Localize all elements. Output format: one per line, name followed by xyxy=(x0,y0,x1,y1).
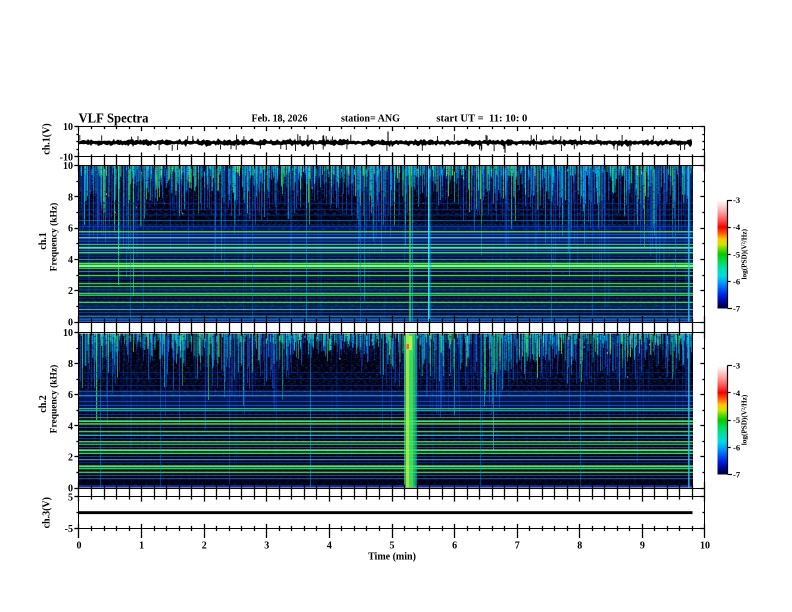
svg-text:9: 9 xyxy=(640,541,645,552)
svg-text:log(PSD)(V²/Hz): log(PSD)(V²/Hz) xyxy=(741,228,749,279)
svg-text:2: 2 xyxy=(68,286,73,297)
svg-text:-3: -3 xyxy=(733,195,740,205)
svg-text:10: 10 xyxy=(63,328,73,339)
svg-text:10: 10 xyxy=(700,541,710,552)
svg-text:10: 10 xyxy=(63,122,73,133)
svg-text:6: 6 xyxy=(68,390,73,401)
svg-text:-6: -6 xyxy=(733,276,740,286)
svg-text:4: 4 xyxy=(68,421,73,432)
svg-text:-5: -5 xyxy=(733,249,740,259)
svg-text:0: 0 xyxy=(68,318,73,329)
svg-text:4: 4 xyxy=(68,255,73,266)
svg-text:5: 5 xyxy=(68,493,73,504)
svg-text:2: 2 xyxy=(202,541,207,552)
svg-text:ch.1(V): ch.1(V) xyxy=(42,123,53,154)
svg-text:2: 2 xyxy=(68,452,73,463)
svg-text:3: 3 xyxy=(264,541,269,552)
svg-text:-6: -6 xyxy=(733,442,740,452)
svg-text:VLF Spectra: VLF Spectra xyxy=(79,111,149,126)
svg-text:4: 4 xyxy=(327,541,332,552)
svg-text:-5: -5 xyxy=(65,524,73,535)
svg-text:ch.1: ch.1 xyxy=(38,232,49,250)
svg-text:ch.2: ch.2 xyxy=(38,395,49,413)
svg-text:-3: -3 xyxy=(733,361,740,371)
svg-text:Time (min): Time (min) xyxy=(368,552,416,563)
svg-text:-10: -10 xyxy=(60,153,73,164)
svg-text:0: 0 xyxy=(68,484,73,495)
svg-text:5: 5 xyxy=(390,541,395,552)
svg-text:8: 8 xyxy=(68,192,73,203)
svg-text:Frequency (kHz): Frequency (kHz) xyxy=(49,365,60,434)
svg-text:0: 0 xyxy=(77,541,82,552)
svg-text:6: 6 xyxy=(452,541,457,552)
svg-text:-7: -7 xyxy=(733,304,741,314)
svg-text:ch.3(V): ch.3(V) xyxy=(42,497,53,528)
svg-text:-4: -4 xyxy=(733,222,741,232)
svg-text:-5: -5 xyxy=(733,415,740,425)
svg-text:10: 10 xyxy=(63,161,73,172)
svg-text:6: 6 xyxy=(68,224,73,235)
svg-text:8: 8 xyxy=(577,541,582,552)
svg-text:7: 7 xyxy=(515,541,520,552)
svg-text:log(PSD)(V²/Hz): log(PSD)(V²/Hz) xyxy=(741,394,749,445)
svg-text:1: 1 xyxy=(139,541,144,552)
svg-text:Feb. 18, 2026: Feb. 18, 2026 xyxy=(252,114,308,125)
svg-text:start UT = 11: 10: 0: start UT = 11: 10: 0 xyxy=(436,114,527,125)
svg-text:Frequency (kHz): Frequency (kHz) xyxy=(49,203,60,272)
svg-text:8: 8 xyxy=(68,359,73,370)
svg-text:-7: -7 xyxy=(733,470,741,480)
svg-text:-4: -4 xyxy=(733,388,741,398)
svg-text:station= ANG: station= ANG xyxy=(341,114,400,125)
